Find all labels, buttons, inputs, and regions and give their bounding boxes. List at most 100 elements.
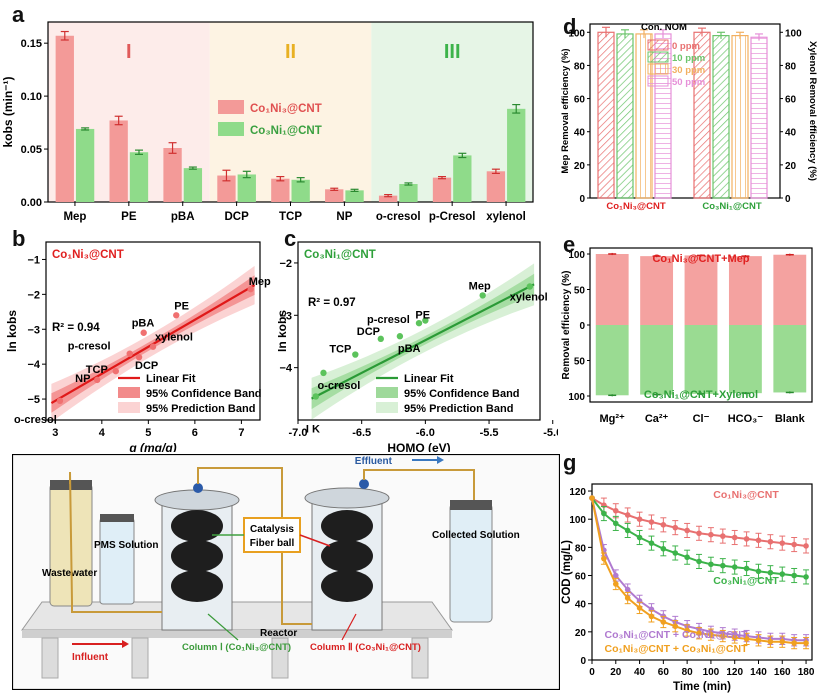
wastewater-label: Wastewater (42, 568, 97, 579)
data-point (779, 638, 786, 645)
panel-letter-c: c (284, 226, 297, 251)
x-tick-label: 160 (774, 667, 791, 678)
y-tick-label: 0.05 (21, 144, 42, 156)
x-tick-label: 7 (238, 427, 244, 439)
y-tick-label-right: 100 (785, 28, 802, 39)
bar (325, 189, 344, 202)
series-label: Co₁Ni₃@CNT (713, 489, 779, 501)
data-point (720, 533, 726, 539)
bar (597, 31, 615, 199)
bar (217, 175, 236, 202)
y-tick-label: −4 (279, 363, 292, 375)
bar (75, 128, 95, 202)
data-point (720, 562, 726, 569)
point-label: pBA (132, 318, 155, 330)
data-point (803, 543, 809, 549)
data-point (660, 619, 667, 625)
chart-g-cod-time: 0 20 40 60 80 100 120 140 160 180 0 20 40 60 80 100 120 T… (561, 483, 815, 693)
y-tick-label: −1 (27, 254, 40, 266)
data-point (708, 561, 714, 568)
legend-label: 95% Confidence Band (404, 388, 520, 400)
x-tick-label: 5 (145, 427, 151, 439)
x-tick-label: Mep (63, 211, 86, 223)
pipe-middle (197, 467, 312, 625)
bar (712, 35, 730, 199)
y-tick-label-left: 100 (568, 28, 585, 39)
platform-leg (411, 637, 429, 679)
x-tick-label: 80 (682, 667, 694, 678)
y-tick-label: −3 (27, 324, 40, 336)
data-point (731, 534, 738, 541)
x-tick-label: -6.0 (416, 427, 435, 439)
data-point (612, 520, 619, 527)
legend-label: 95% Prediction Band (404, 403, 513, 415)
bar-bottom (773, 325, 807, 393)
bar-bottom (595, 325, 629, 396)
column-2-pointer (341, 613, 357, 641)
data-point (56, 397, 64, 405)
legend-swatch (647, 75, 669, 87)
y-tick-label: 0.15 (21, 38, 42, 50)
legend-swatch (118, 387, 140, 398)
x-tick-label: 100 (703, 667, 720, 678)
data-point (743, 536, 750, 542)
panel-letter-g: g (563, 450, 577, 475)
y-tick-label: 0.10 (21, 91, 42, 103)
catalysis-label-2: Fiber ball (250, 538, 295, 549)
bar (507, 108, 526, 202)
y-tick-label-left: 40 (574, 128, 586, 139)
bar (183, 168, 203, 202)
catalysis-box (243, 517, 301, 553)
y-tick-label-right: 20 (785, 161, 797, 172)
data-point (767, 538, 774, 545)
y-tick-label: 50 (574, 286, 586, 297)
data-point (803, 640, 809, 646)
data-point (767, 638, 774, 645)
influent-arrowhead (122, 640, 129, 648)
diagram-f-reactor-setup: Wastewater PMS Solution Collected Solution… (12, 454, 560, 690)
data-point (247, 285, 254, 293)
y-tick-label: −5 (27, 394, 40, 406)
x-tick-label: -5.0 (543, 427, 558, 439)
bar-bottom (640, 325, 674, 395)
panel-title: Co₃Ni₁@CNT (304, 249, 376, 261)
chart-d-nom-removal: 0 0 20 20 40 40 60 60 80 80 100 100 Mep Removal effi… (560, 22, 818, 212)
x-tick-label: 0 (589, 667, 595, 678)
point-label: xylenol (510, 292, 548, 304)
region-label-3: III (444, 41, 461, 63)
series-label: Co₃Ni₁@CNT (713, 575, 779, 587)
y-tick-label: 50 (574, 357, 586, 368)
fiber-ball (321, 510, 373, 542)
collected-cap (450, 500, 492, 510)
fiber-ball (171, 510, 223, 542)
data-point (312, 393, 320, 400)
region-bg-3 (371, 22, 533, 202)
column-1-label: Column Ⅰ (Co₁Ni₃@CNT) (182, 642, 291, 653)
bar (345, 190, 364, 202)
x-tick-label: 120 (726, 667, 743, 678)
data-point (779, 540, 786, 546)
data-point (112, 367, 119, 375)
bar (616, 33, 634, 199)
point-label: p-cresol (367, 314, 410, 326)
data-point (352, 351, 359, 358)
y-tick-label: 60 (575, 572, 587, 583)
y-tick-label-right: 40 (785, 128, 797, 139)
platform-leg (271, 637, 289, 679)
legend-swatch (376, 387, 398, 398)
data-point (684, 554, 690, 561)
plot-frame (297, 241, 541, 421)
data-point (684, 627, 690, 634)
fiber-ball (321, 540, 373, 572)
series-label: Co₃Ni₁@CNT + Co₃Ni₁@CNT (605, 629, 749, 641)
data-point (636, 516, 643, 522)
y-tick-label: 0 (580, 656, 586, 667)
y-axis-label: COD (mg/L) (561, 540, 573, 604)
x-tick-label: 40 (634, 667, 646, 678)
data-point (93, 376, 101, 384)
series-label-bottom: Co₃Ni₁@CNT+Xylenol (644, 389, 758, 401)
legend-label: 95% Prediction Band (146, 403, 255, 415)
fiber-ball (321, 570, 373, 602)
point-label: Mep (469, 280, 491, 292)
data-point (696, 630, 702, 637)
